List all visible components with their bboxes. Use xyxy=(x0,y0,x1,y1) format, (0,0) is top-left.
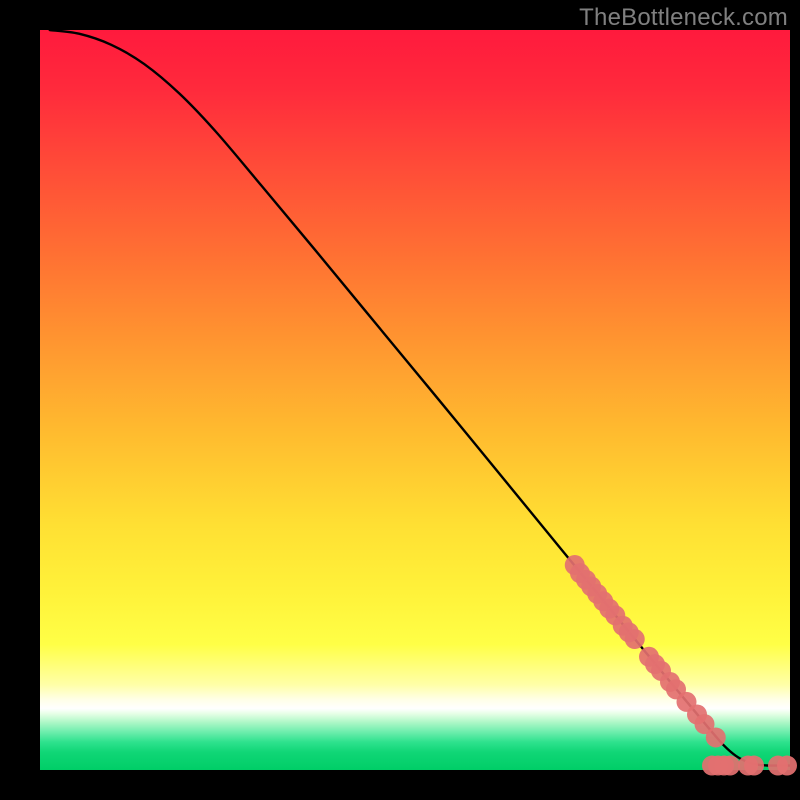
chart-stage: TheBottleneck.com xyxy=(0,0,800,800)
data-marker xyxy=(706,727,726,747)
plot-background xyxy=(40,30,790,770)
data-marker xyxy=(744,756,764,776)
watermark-text: TheBottleneck.com xyxy=(579,4,788,32)
chart-svg xyxy=(0,0,800,800)
data-marker xyxy=(625,629,645,649)
data-marker xyxy=(720,756,740,776)
data-marker xyxy=(777,756,797,776)
